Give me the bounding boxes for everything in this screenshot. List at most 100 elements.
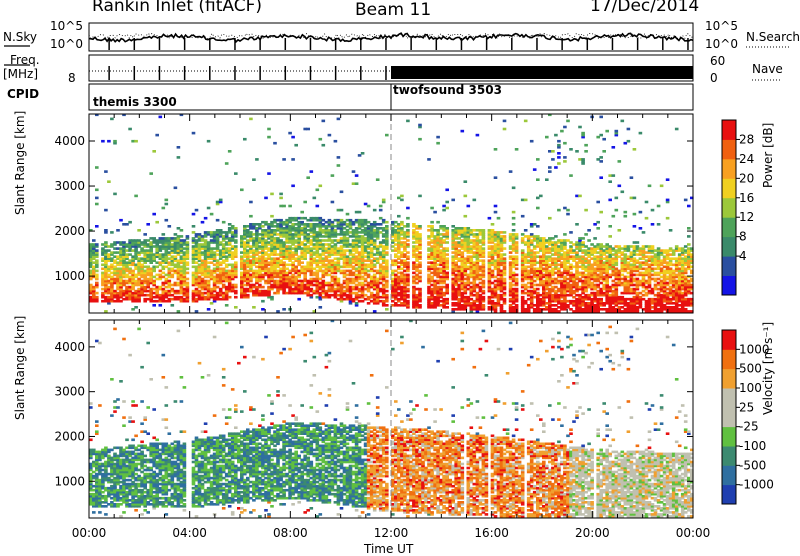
power-cell [276, 280, 280, 283]
power-cell [418, 233, 422, 236]
power-cell [234, 227, 238, 230]
power-cell [418, 251, 422, 254]
power-cell [171, 294, 175, 297]
power-cell [322, 144, 326, 147]
power-cell [367, 225, 371, 228]
power-cell [288, 205, 292, 208]
power-cell [319, 185, 323, 188]
power-cell [261, 274, 265, 277]
power-cell [593, 255, 597, 258]
power-cell [337, 239, 341, 242]
power-cell [557, 144, 561, 147]
power-cell [406, 120, 410, 123]
power-cell [464, 195, 468, 198]
power-cell [563, 156, 567, 159]
power-cell [385, 308, 389, 311]
power-cell [578, 286, 582, 289]
power-cell [192, 132, 196, 135]
power-cell [282, 205, 286, 208]
power-cell [533, 280, 537, 283]
power-cell [95, 282, 99, 285]
power-cell [412, 223, 416, 226]
power-cell [515, 233, 519, 236]
power-cell [334, 140, 338, 143]
power-cell [249, 118, 253, 121]
power-cell [361, 152, 365, 155]
power-cell [146, 223, 150, 226]
power-cell [159, 116, 163, 119]
power-cell [533, 288, 537, 291]
power-cell [171, 255, 175, 258]
power-cell [397, 215, 401, 218]
power-cell [346, 213, 350, 216]
power-cell [578, 158, 582, 161]
power-cell [548, 217, 552, 220]
power-cell [488, 245, 492, 248]
power-cell [352, 229, 356, 232]
power-cell [442, 286, 446, 289]
power-cell [231, 245, 235, 248]
power-cell [385, 225, 389, 228]
power-cell [509, 170, 513, 173]
power-cell [533, 251, 537, 254]
power-cell [382, 239, 386, 242]
power-cell [488, 296, 492, 299]
power-cell [252, 306, 256, 309]
power-cell [152, 150, 156, 153]
power-cell [95, 166, 99, 169]
power-cell [473, 261, 477, 264]
power-cell [261, 225, 265, 228]
power-cell [276, 253, 280, 256]
power-cell [306, 128, 310, 131]
power-cell [382, 245, 386, 248]
power-cell [533, 168, 537, 171]
power-cell [279, 193, 283, 196]
power-cell [587, 239, 591, 242]
power-cell [599, 116, 603, 119]
power-cell [201, 235, 205, 238]
power-cell [533, 268, 537, 271]
power-cell [225, 162, 229, 165]
power-cell [367, 302, 371, 305]
power-cell [162, 207, 166, 210]
power-cell [397, 272, 401, 275]
power-cell [473, 229, 477, 232]
power-cell [578, 272, 582, 275]
power-cell [482, 280, 486, 283]
power-cell [397, 292, 401, 295]
power-cell [536, 207, 540, 210]
power-cell [210, 213, 214, 216]
power-cell [533, 245, 537, 248]
power-cell [162, 233, 166, 236]
power-cell [406, 251, 410, 254]
power-cell [140, 257, 144, 260]
power-cell [367, 274, 371, 277]
power-cell [563, 239, 567, 242]
power-cell [95, 189, 99, 192]
power-cell [385, 304, 389, 307]
power-cell [201, 243, 205, 246]
power-cell [186, 278, 190, 281]
power-cell [110, 272, 114, 275]
power-cell [367, 270, 371, 273]
power-cell [599, 156, 603, 159]
power-cell [313, 197, 317, 200]
power-cell [128, 221, 132, 224]
power-cell [442, 205, 446, 208]
power-cell [171, 284, 175, 287]
power-cell [306, 219, 310, 222]
power-cell [457, 249, 461, 252]
power-cell [225, 304, 229, 307]
power-cell [587, 229, 591, 232]
power-cell [249, 201, 253, 204]
power-cell [322, 223, 326, 226]
power-cell [488, 306, 492, 309]
power-cell [192, 225, 196, 228]
power-cell [195, 310, 199, 313]
power-cell [581, 158, 585, 161]
power-cell [569, 174, 573, 177]
power-cell [234, 290, 238, 293]
power-cell [578, 237, 582, 240]
power-cell [155, 221, 159, 224]
power-cell [412, 261, 416, 264]
